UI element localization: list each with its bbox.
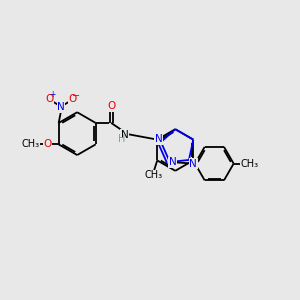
Text: O: O [46,94,54,104]
Text: CH₃: CH₃ [22,140,40,149]
Text: −: − [72,91,80,101]
Text: CH₃: CH₃ [241,159,259,169]
Text: N: N [121,130,129,140]
Text: O: O [43,140,52,149]
Text: +: + [50,90,56,99]
Text: H: H [118,134,126,144]
Text: N: N [169,157,176,167]
Text: N: N [57,103,65,112]
Text: CH₃: CH₃ [145,170,163,180]
Text: N: N [189,158,197,169]
Text: O: O [68,94,76,104]
Text: N: N [155,134,163,144]
Text: O: O [107,101,115,111]
